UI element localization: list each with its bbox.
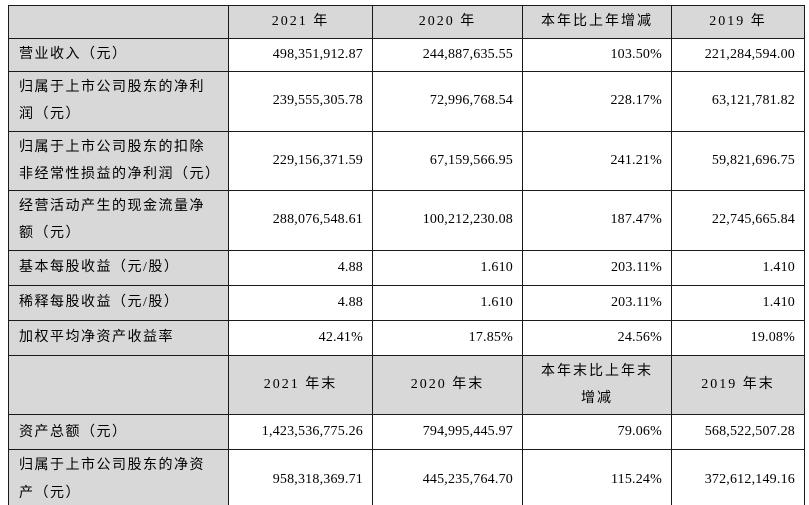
- value-cell: 958,318,369.71: [228, 449, 373, 505]
- table-row-operating-cash-flow: 经营活动产生的现金流量净额（元） 288,076,548.61 100,212,…: [8, 190, 805, 251]
- value-cell: 1.610: [372, 284, 523, 321]
- header-cell-2021-yearend: 2021 年末: [228, 354, 373, 416]
- value-cell: 203.11%: [522, 249, 672, 286]
- value-cell: 79.06%: [522, 414, 672, 451]
- row-label-cell: 资产总额（元）: [8, 414, 229, 451]
- value-cell: 228.17%: [522, 71, 672, 132]
- value-cell: 372,612,149.16: [671, 449, 805, 505]
- table-row-diluted-eps: 稀释每股收益（元/股） 4.88 1.610 203.11% 1.410: [8, 284, 805, 321]
- row-label-cell: 归属于上市公司股东的净资产（元）: [8, 449, 229, 505]
- value-cell: 17.85%: [372, 319, 523, 356]
- financial-summary-table: 2021 年 2020 年 本年比上年增减 2019 年 营业收入（元） 498…: [8, 5, 805, 505]
- header-cell-2020-yearend: 2020 年末: [372, 354, 523, 416]
- row-label-cell: 归属于上市公司股东的扣除非经常性损益的净利润（元）: [8, 130, 229, 192]
- header-cell-yoy-change: 本年比上年增减: [522, 5, 672, 39]
- table-row-weighted-avg-roe: 加权平均净资产收益率 42.41% 17.85% 24.56% 19.08%: [8, 319, 805, 356]
- table-row-net-profit: 归属于上市公司股东的净利润（元） 239,555,305.78 72,996,7…: [8, 71, 805, 132]
- value-cell: 1,423,536,775.26: [228, 414, 373, 451]
- value-cell: 22,745,665.84: [671, 190, 805, 251]
- header-cell-2020: 2020 年: [372, 5, 523, 39]
- header-cell-yearend-change: 本年末比上年末增减: [522, 354, 672, 416]
- header-cell-2019-yearend: 2019 年末: [671, 354, 805, 416]
- value-cell: 239,555,305.78: [228, 71, 373, 132]
- value-cell: 4.88: [228, 249, 373, 286]
- value-cell: 241.21%: [522, 130, 672, 192]
- value-cell: 229,156,371.59: [228, 130, 373, 192]
- value-cell: 498,351,912.87: [228, 38, 373, 72]
- value-cell: 187.47%: [522, 190, 672, 251]
- row-label-cell: 基本每股收益（元/股）: [8, 249, 229, 286]
- table-row-total-assets: 资产总额（元） 1,423,536,775.26 794,995,445.97 …: [8, 414, 805, 451]
- table-header-row-annual: 2021 年 2020 年 本年比上年增减 2019 年: [8, 5, 805, 39]
- value-cell: 445,235,764.70: [372, 449, 523, 505]
- table-row-basic-eps: 基本每股收益（元/股） 4.88 1.610 203.11% 1.410: [8, 249, 805, 286]
- header-cell-2019: 2019 年: [671, 5, 805, 39]
- value-cell: 115.24%: [522, 449, 672, 505]
- value-cell: 288,076,548.61: [228, 190, 373, 251]
- row-label-cell: 营业收入（元）: [8, 38, 229, 72]
- value-cell: 1.410: [671, 284, 805, 321]
- value-cell: 244,887,635.55: [372, 38, 523, 72]
- row-label-cell: 加权平均净资产收益率: [8, 319, 229, 356]
- row-label-cell: 归属于上市公司股东的净利润（元）: [8, 71, 229, 132]
- value-cell: 67,159,566.95: [372, 130, 523, 192]
- value-cell: 794,995,445.97: [372, 414, 523, 451]
- header-cell-2021: 2021 年: [228, 5, 373, 39]
- value-cell: 568,522,507.28: [671, 414, 805, 451]
- value-cell: 63,121,781.82: [671, 71, 805, 132]
- table-row-revenue: 营业收入（元） 498,351,912.87 244,887,635.55 10…: [8, 38, 805, 72]
- value-cell: 24.56%: [522, 319, 672, 356]
- header-corner-cell: [8, 5, 229, 39]
- value-cell: 19.08%: [671, 319, 805, 356]
- table-header-row-yearend: 2021 年末 2020 年末 本年末比上年末增减 2019 年末: [8, 354, 805, 416]
- value-cell: 42.41%: [228, 319, 373, 356]
- header-corner-cell: [8, 354, 229, 416]
- row-label-cell: 经营活动产生的现金流量净额（元）: [8, 190, 229, 251]
- value-cell: 1.410: [671, 249, 805, 286]
- value-cell: 100,212,230.08: [372, 190, 523, 251]
- table-row-net-assets: 归属于上市公司股东的净资产（元） 958,318,369.71 445,235,…: [8, 449, 805, 505]
- value-cell: 221,284,594.00: [671, 38, 805, 72]
- value-cell: 203.11%: [522, 284, 672, 321]
- value-cell: 1.610: [372, 249, 523, 286]
- value-cell: 4.88: [228, 284, 373, 321]
- value-cell: 59,821,696.75: [671, 130, 805, 192]
- row-label-cell: 稀释每股收益（元/股）: [8, 284, 229, 321]
- value-cell: 103.50%: [522, 38, 672, 72]
- table-row-net-profit-excl-nonrecurring: 归属于上市公司股东的扣除非经常性损益的净利润（元） 229,156,371.59…: [8, 130, 805, 192]
- value-cell: 72,996,768.54: [372, 71, 523, 132]
